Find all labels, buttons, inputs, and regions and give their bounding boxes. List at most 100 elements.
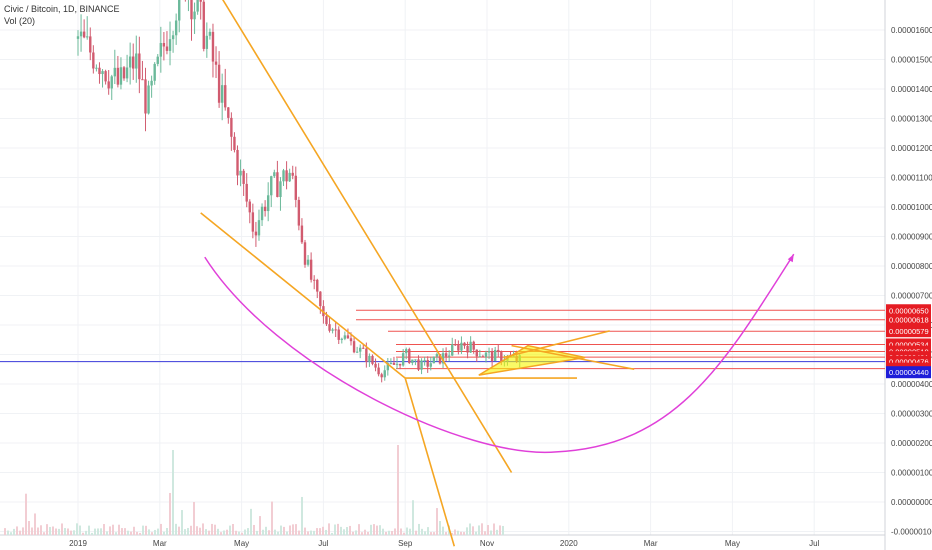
volume-bar xyxy=(340,526,342,535)
candle-body xyxy=(493,349,497,362)
y-tick-label: 0.00000100 xyxy=(891,469,932,478)
x-tick-label: May xyxy=(725,539,740,548)
candle-body xyxy=(438,354,442,364)
volume-bar xyxy=(373,524,375,535)
volume-bar xyxy=(343,529,345,535)
candle-body xyxy=(132,56,135,69)
volume-bar xyxy=(274,529,276,535)
volume-bar xyxy=(367,531,369,535)
volume-bar xyxy=(121,528,123,535)
candle-body xyxy=(500,352,503,362)
candle-body xyxy=(359,347,362,352)
volume-bar xyxy=(307,531,309,535)
candle-body xyxy=(294,175,297,200)
y-tick-label: 0.00000000 xyxy=(891,498,932,507)
volume-bar xyxy=(298,530,300,535)
volume-bar xyxy=(322,526,324,535)
candle-body xyxy=(122,67,126,79)
candle-body xyxy=(86,36,89,38)
volume-bar xyxy=(295,524,297,535)
volume-bar xyxy=(256,530,258,535)
candle-body xyxy=(159,43,163,57)
volume-bar xyxy=(418,523,420,535)
candle-body xyxy=(469,341,472,353)
volume-bar xyxy=(115,532,117,535)
candle-body xyxy=(475,349,478,357)
x-tick-label: Sep xyxy=(398,539,413,548)
candle-body xyxy=(300,225,304,243)
volume-bar xyxy=(73,530,75,535)
volume-bar xyxy=(85,530,87,535)
volume-bar xyxy=(280,525,282,535)
candle-body xyxy=(312,279,316,281)
volume-bar xyxy=(223,530,225,535)
candle-body xyxy=(368,355,371,362)
volume-bar xyxy=(352,531,354,535)
candle-body xyxy=(273,172,276,177)
candle-body xyxy=(386,363,390,371)
candle-body xyxy=(211,31,215,62)
candle-body xyxy=(377,367,380,375)
volume-bar xyxy=(106,531,108,535)
volume-bar xyxy=(436,508,438,535)
volume-bar xyxy=(67,528,69,535)
candle-body xyxy=(447,355,451,357)
volume-bar xyxy=(427,527,429,535)
candle-body xyxy=(79,31,83,37)
candle-body xyxy=(119,67,123,85)
volume-bar xyxy=(76,523,78,535)
volume-bar xyxy=(451,532,453,535)
y-tick-label: 0.00000300 xyxy=(891,410,932,419)
volume-bar xyxy=(70,530,72,535)
volume-bar xyxy=(241,532,243,535)
candle-body xyxy=(405,349,408,354)
volume-bar xyxy=(214,524,216,535)
candle-body xyxy=(125,67,129,79)
volume-bar xyxy=(454,529,456,535)
volume-bar xyxy=(346,527,348,535)
y-tick-label: 0.00000700 xyxy=(891,292,932,301)
candle-body xyxy=(263,206,267,212)
volume-bar xyxy=(55,528,57,535)
candle-body xyxy=(251,212,255,232)
candle-body xyxy=(196,0,199,12)
candle-body xyxy=(441,353,445,364)
candle-body xyxy=(472,341,475,350)
volume-bar xyxy=(226,529,228,535)
y-tick-label: 0.00001300 xyxy=(891,115,932,124)
candle-body xyxy=(107,81,110,89)
volume-bar xyxy=(52,526,54,535)
candle-body xyxy=(217,64,221,103)
candle-body xyxy=(239,170,242,176)
volume-bar xyxy=(109,526,111,535)
volume-bar xyxy=(397,445,399,535)
volume-bar xyxy=(82,532,84,535)
price-axis-label-text: 0.00000476 xyxy=(889,358,929,367)
volume-bar xyxy=(289,525,291,535)
volume-bar xyxy=(415,530,417,535)
volume-bar xyxy=(325,529,327,535)
volume-bar xyxy=(103,524,105,535)
candle-body xyxy=(193,11,196,20)
volume-bar xyxy=(376,525,378,535)
candle-body xyxy=(282,170,285,182)
volume-bar xyxy=(499,525,501,535)
volume-bar xyxy=(412,500,414,535)
candle-body xyxy=(346,335,350,339)
volume-bar xyxy=(472,526,474,535)
y-tick-label: 0.00001600 xyxy=(891,26,932,35)
volume-bar xyxy=(187,527,189,535)
volume-bar xyxy=(211,523,213,535)
volume-bar xyxy=(130,531,132,535)
candle-body xyxy=(89,36,92,53)
volume-bar xyxy=(358,524,360,535)
y-tick-label: -0.00000100 xyxy=(891,528,932,537)
candle-body xyxy=(444,353,448,357)
volume-bar xyxy=(403,532,405,535)
volume-bar xyxy=(445,532,447,535)
volume-bar xyxy=(139,532,141,535)
volume-bar xyxy=(199,527,201,535)
volume-bar xyxy=(178,526,180,535)
candle-body xyxy=(337,329,340,340)
